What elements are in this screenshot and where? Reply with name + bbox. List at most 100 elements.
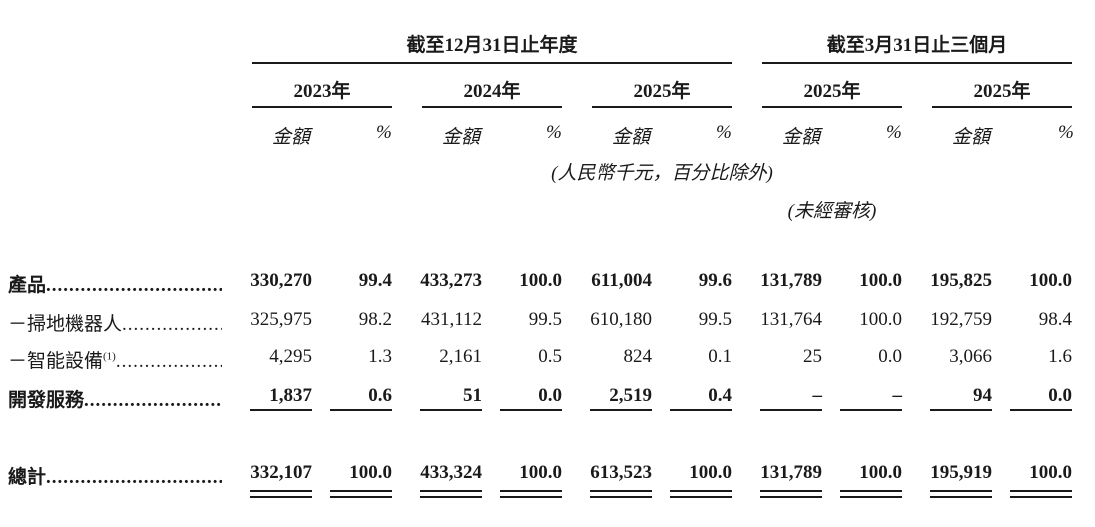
cell-total-percent: 100.0 bbox=[859, 462, 902, 483]
cell-total-amount: 131,789 bbox=[760, 462, 822, 483]
year-underline-3 bbox=[592, 106, 732, 108]
total-double-line-percent bbox=[1010, 490, 1072, 492]
cell-dev-services-amount: 1,837 bbox=[269, 385, 312, 406]
cell-total-percent: 100.0 bbox=[349, 462, 392, 483]
cell-dev-services-amount: 94 bbox=[973, 385, 992, 406]
total-double-line-percent bbox=[500, 490, 562, 492]
cell-dev-services-amount: – bbox=[812, 385, 823, 406]
total-double-line-amount bbox=[420, 496, 482, 498]
year-header-5: 2025年 bbox=[973, 81, 1031, 102]
percent-label: % bbox=[716, 122, 732, 143]
total-double-line-percent bbox=[840, 496, 902, 498]
cell-total-percent: 100.0 bbox=[1029, 462, 1072, 483]
year-underline-5 bbox=[932, 106, 1072, 108]
total-double-line-amount bbox=[590, 496, 652, 498]
subtotal-underline-amount bbox=[250, 409, 312, 411]
cell-products-percent: 99.6 bbox=[698, 270, 732, 291]
total-double-line-amount bbox=[250, 496, 312, 498]
total-double-line-amount bbox=[420, 490, 482, 492]
group-underline-annual bbox=[252, 62, 732, 64]
cell-total-amount: 433,324 bbox=[420, 462, 482, 483]
subtotal-underline-percent bbox=[500, 409, 562, 411]
cell-robot-vacuum-amount: 192,759 bbox=[930, 309, 992, 330]
cell-products-amount: 611,004 bbox=[591, 270, 652, 291]
amount-label: 金額 bbox=[272, 127, 311, 148]
row-label-robot-vacuum: －掃地機器人................................. bbox=[8, 314, 222, 335]
subtotal-underline-percent bbox=[670, 409, 732, 411]
cell-robot-vacuum-percent: 98.2 bbox=[358, 309, 392, 330]
subtotal-underline-amount bbox=[760, 409, 822, 411]
row-label-total: 總計................................. bbox=[8, 467, 222, 488]
cell-dev-services-percent: 0.0 bbox=[1048, 385, 1072, 406]
cell-robot-vacuum-percent: 99.5 bbox=[698, 309, 732, 330]
total-double-line-amount bbox=[760, 496, 822, 498]
group-header-quarter: 截至3月31日止三個月 bbox=[826, 35, 1008, 56]
row-label-smart-devices: －智能設備(1)................................… bbox=[8, 350, 222, 372]
amount-label: 金額 bbox=[782, 127, 821, 148]
cell-smart-devices-percent: 1.3 bbox=[368, 346, 392, 367]
cell-products-percent: 100.0 bbox=[1029, 270, 1072, 291]
year-underline-2 bbox=[422, 106, 562, 108]
subtotal-underline-amount bbox=[590, 409, 652, 411]
total-double-line-percent bbox=[500, 496, 562, 498]
cell-robot-vacuum-amount: 325,975 bbox=[250, 309, 312, 330]
cell-dev-services-percent: 0.0 bbox=[538, 385, 562, 406]
subtotal-underline-amount bbox=[930, 409, 992, 411]
cell-smart-devices-amount: 824 bbox=[623, 346, 653, 367]
cell-smart-devices-percent: 0.1 bbox=[708, 346, 732, 367]
cell-robot-vacuum-percent: 98.4 bbox=[1038, 309, 1072, 330]
amount-label: 金額 bbox=[442, 127, 481, 148]
cell-smart-devices-amount: 25 bbox=[803, 346, 822, 367]
percent-label: % bbox=[1058, 122, 1074, 143]
cell-total-percent: 100.0 bbox=[689, 462, 732, 483]
percent-label: % bbox=[376, 122, 392, 143]
group-header-annual: 截至12月31日止年度 bbox=[406, 35, 578, 56]
cell-total-percent: 100.0 bbox=[519, 462, 562, 483]
cell-dev-services-percent: 0.6 bbox=[368, 385, 392, 406]
cell-robot-vacuum-amount: 431,112 bbox=[420, 309, 482, 330]
cell-robot-vacuum-amount: 610,180 bbox=[590, 309, 652, 330]
year-underline-4 bbox=[762, 106, 902, 108]
unit-note: (人民幣千元，百分比除外) bbox=[551, 163, 773, 184]
year-header-3: 2025年 bbox=[633, 81, 691, 102]
subtotal-underline-percent bbox=[330, 409, 392, 411]
cell-smart-devices-amount: 3,066 bbox=[949, 346, 992, 367]
year-header-4: 2025年 bbox=[803, 81, 861, 102]
cell-dev-services-amount: 51 bbox=[463, 385, 482, 406]
cell-products-percent: 100.0 bbox=[519, 270, 562, 291]
cell-dev-services-percent: – bbox=[892, 385, 903, 406]
year-underline-1 bbox=[252, 106, 392, 108]
cell-dev-services-percent: 0.4 bbox=[708, 385, 732, 406]
row-label-products: 產品................................. bbox=[8, 275, 222, 296]
subtotal-underline-percent bbox=[1010, 409, 1072, 411]
year-header-2: 2024年 bbox=[463, 81, 521, 102]
cell-smart-devices-percent: 0.0 bbox=[878, 346, 902, 367]
total-double-line-amount bbox=[590, 490, 652, 492]
total-double-line-percent bbox=[1010, 496, 1072, 498]
cell-total-amount: 195,919 bbox=[930, 462, 992, 483]
subtotal-underline-amount bbox=[420, 409, 482, 411]
total-double-line-percent bbox=[330, 496, 392, 498]
row-label-dev-services: 開發服務................................. bbox=[8, 390, 222, 411]
total-double-line-percent bbox=[840, 490, 902, 492]
cell-robot-vacuum-percent: 100.0 bbox=[859, 309, 902, 330]
total-double-line-amount bbox=[930, 490, 992, 492]
cell-products-amount: 131,789 bbox=[760, 270, 822, 291]
cell-products-amount: 433,273 bbox=[420, 270, 482, 291]
group-underline-quarter bbox=[762, 62, 1072, 64]
total-double-line-percent bbox=[670, 496, 732, 498]
cell-smart-devices-amount: 4,295 bbox=[269, 346, 312, 367]
cell-products-amount: 330,270 bbox=[250, 270, 312, 291]
amount-label: 金額 bbox=[612, 127, 651, 148]
total-double-line-percent bbox=[330, 490, 392, 492]
cell-products-percent: 100.0 bbox=[859, 270, 902, 291]
cell-smart-devices-percent: 0.5 bbox=[538, 346, 562, 367]
cell-smart-devices-percent: 1.6 bbox=[1048, 346, 1072, 367]
cell-total-amount: 332,107 bbox=[250, 462, 312, 483]
cell-total-amount: 613,523 bbox=[590, 462, 652, 483]
percent-label: % bbox=[886, 122, 902, 143]
unaudited-note: (未經審核) bbox=[787, 201, 877, 222]
cell-smart-devices-amount: 2,161 bbox=[439, 346, 482, 367]
percent-label: % bbox=[546, 122, 562, 143]
cell-products-percent: 99.4 bbox=[358, 270, 392, 291]
